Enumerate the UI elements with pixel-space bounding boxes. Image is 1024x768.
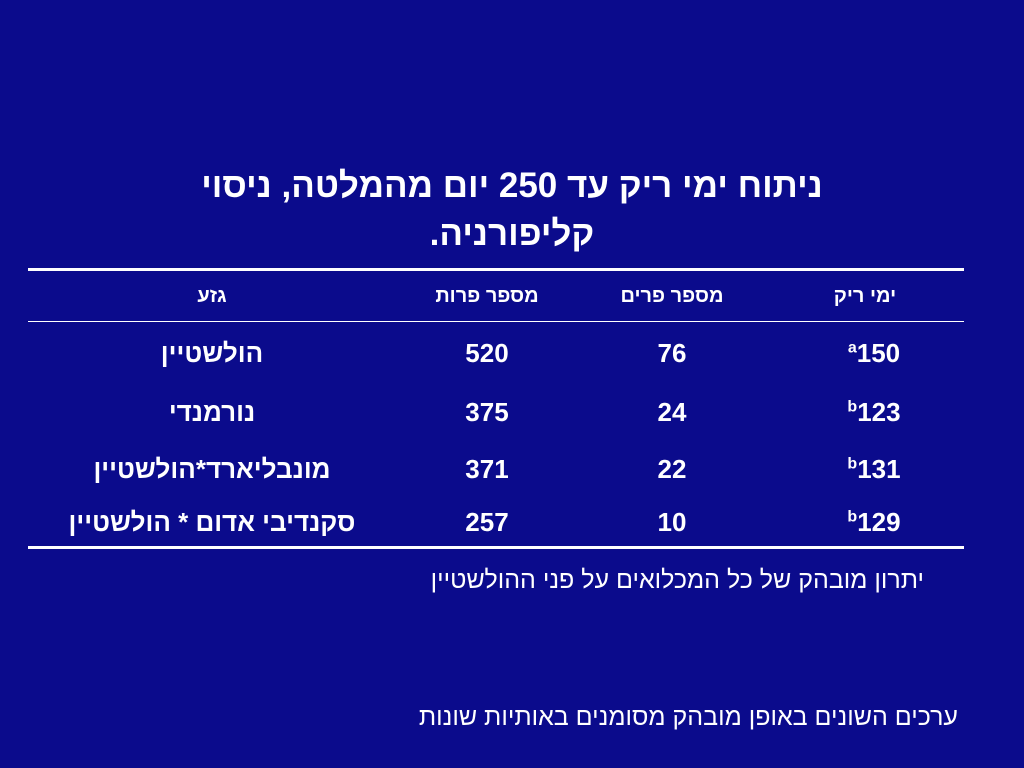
table-row: b131 22 371 מונבליארד*הולשטיין [28,441,964,498]
table-row: a150 76 520 הולשטיין [28,322,964,385]
cell-days-open: b131 [847,454,901,484]
significance-letter: b [847,507,858,525]
cell-num-calvings: 375 [465,397,509,427]
cell-num-calvings: 371 [465,454,509,484]
title-line-1: ניתוח ימי ריק עד 250 יום מהמלטה, ניסוי [201,166,823,205]
cell-num-cows: 10 [657,506,687,537]
cell-num-calvings: 520 [465,337,509,368]
cell-days-open: b129 [847,506,901,537]
significance-letter: a [847,338,857,356]
cell-breed: הולשטיין [160,337,264,368]
table-header-row: ימי ריק מספר פרים מספר פרות גזע [28,271,964,322]
cell-num-cows: 22 [657,454,687,484]
significance-legend-note: ערכים השונים באופן מובהק מסומנים באותיות… [418,703,958,731]
slide-title: ניתוח ימי ריק עד 250 יום מהמלטה, ניסוי ק… [80,162,944,258]
cell-num-cows: 24 [657,397,687,427]
cell-breed: נורמנדי [168,397,256,427]
results-table: ימי ריק מספר פרים מספר פרות גזע a150 76 … [28,268,964,549]
header-num-cows: מספר פרים [578,271,766,322]
header-days-open: ימי ריק [766,271,964,322]
header-breed: גזע [28,271,396,322]
cell-num-cows: 76 [657,337,687,368]
advantage-note: יתרון מובהק של כל המכלואים על פני ההולשט… [430,566,924,594]
cell-num-calvings: 257 [465,506,509,537]
significance-letter: b [847,455,858,473]
cell-breed: מונבליארד*הולשטיין [93,454,331,484]
cell-days-open: b123 [847,397,901,427]
cell-days-open: a150 [847,337,901,368]
cell-breed: סקנדיבי אדום * הולשטיין [68,506,356,537]
significance-letter: b [847,398,858,416]
title-line-2: קליפורניה. [429,214,595,253]
header-num-calvings: מספר פרות [396,271,578,322]
table-row: b129 10 257 סקנדיבי אדום * הולשטיין [28,498,964,546]
table-row: b123 24 375 נורמנדי [28,384,964,441]
